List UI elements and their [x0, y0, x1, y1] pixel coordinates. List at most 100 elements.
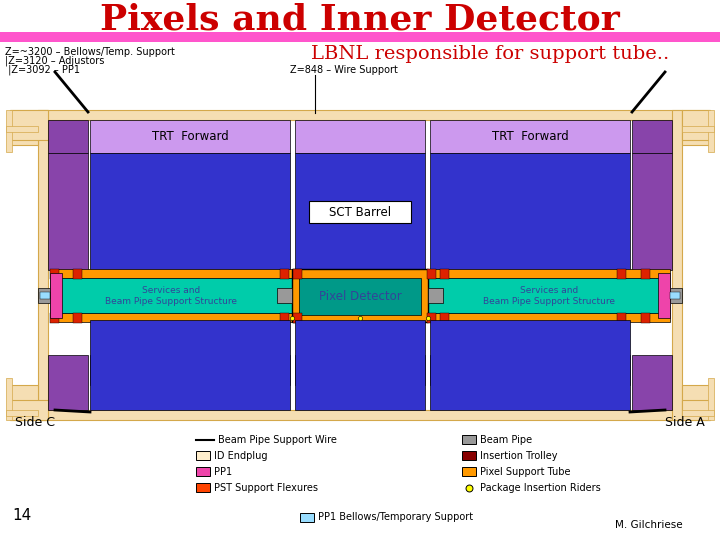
Bar — [682, 110, 710, 140]
Bar — [462, 467, 476, 476]
Bar — [430, 153, 630, 270]
Bar — [10, 385, 38, 420]
Bar — [50, 269, 670, 278]
Bar — [50, 313, 59, 323]
Bar — [90, 355, 290, 385]
Text: PST Support Flexures: PST Support Flexures — [214, 483, 318, 493]
Bar — [430, 355, 630, 385]
Bar — [682, 410, 714, 416]
Bar — [293, 313, 302, 323]
Bar — [295, 120, 425, 153]
Bar — [0, 32, 720, 42]
Bar — [462, 435, 476, 444]
Text: Beam Pipe Support Wire: Beam Pipe Support Wire — [218, 435, 337, 445]
Text: Side A: Side A — [665, 415, 705, 429]
Bar — [428, 278, 670, 313]
Bar — [632, 355, 672, 410]
Bar — [641, 313, 650, 323]
Bar — [38, 110, 682, 120]
Bar — [10, 110, 38, 145]
Bar — [48, 355, 88, 410]
Text: |Z=3120 – Adjustors: |Z=3120 – Adjustors — [5, 56, 104, 66]
Text: Pixels and Inner Detector: Pixels and Inner Detector — [100, 3, 620, 37]
Bar — [300, 513, 314, 522]
Text: Services and
Beam Pipe Support Structure: Services and Beam Pipe Support Structure — [105, 286, 237, 306]
Bar — [50, 278, 292, 313]
Bar — [90, 320, 290, 410]
Bar — [440, 269, 449, 279]
Bar — [40, 292, 50, 299]
Bar — [50, 313, 670, 322]
Bar — [50, 269, 59, 279]
Bar — [427, 313, 436, 323]
Bar — [670, 288, 682, 303]
Bar — [295, 153, 425, 270]
Bar — [50, 273, 62, 318]
Bar — [6, 410, 38, 416]
Text: ID Endplug: ID Endplug — [214, 451, 268, 461]
Text: |Z=3092 – PP1: |Z=3092 – PP1 — [5, 65, 80, 75]
Bar — [295, 355, 425, 385]
Bar — [38, 288, 50, 303]
Text: Z=~3200 – Bellows/Temp. Support: Z=~3200 – Bellows/Temp. Support — [5, 47, 175, 57]
Text: Z=848 – Wire Support: Z=848 – Wire Support — [290, 65, 398, 75]
Text: Side C: Side C — [15, 415, 55, 429]
Bar — [299, 278, 421, 315]
Bar — [73, 313, 82, 323]
Bar — [641, 269, 650, 279]
Bar — [38, 110, 48, 420]
Text: LBNL responsible for support tube..: LBNL responsible for support tube.. — [311, 45, 669, 63]
Bar — [90, 120, 290, 153]
Bar — [632, 120, 672, 153]
Bar — [73, 269, 82, 279]
Bar — [430, 120, 630, 153]
Bar — [617, 313, 626, 323]
Text: Pixel Detector: Pixel Detector — [319, 289, 401, 302]
Text: PP1 Bellows/Temporary Support: PP1 Bellows/Temporary Support — [318, 512, 473, 522]
Bar — [462, 451, 476, 460]
Bar — [293, 269, 302, 279]
Bar — [196, 467, 210, 476]
Text: Insertion Trolley: Insertion Trolley — [480, 451, 557, 461]
Bar — [6, 378, 12, 420]
Bar — [280, 269, 289, 279]
Bar — [708, 378, 714, 420]
Bar — [632, 153, 672, 270]
Bar — [90, 153, 290, 270]
Bar — [682, 110, 710, 145]
Bar — [617, 269, 626, 279]
Text: Beam Pipe: Beam Pipe — [480, 435, 532, 445]
Bar — [196, 451, 210, 460]
Bar — [10, 400, 48, 420]
Bar — [38, 410, 682, 420]
Bar — [295, 320, 425, 410]
Bar — [427, 269, 436, 279]
Bar — [280, 313, 289, 323]
Text: M. Gilchriese: M. Gilchriese — [615, 520, 683, 530]
Bar — [48, 120, 88, 153]
Bar — [682, 400, 710, 420]
Text: Pixel Support Tube: Pixel Support Tube — [480, 467, 570, 477]
FancyBboxPatch shape — [309, 201, 411, 223]
Bar — [292, 269, 428, 322]
Bar — [196, 483, 210, 492]
Bar — [6, 126, 38, 132]
Bar — [682, 126, 714, 132]
Text: 14: 14 — [12, 508, 31, 523]
Bar — [672, 110, 682, 420]
Bar — [440, 313, 449, 323]
Bar — [6, 110, 12, 152]
Bar — [428, 288, 443, 303]
Bar — [658, 273, 670, 318]
Text: TRT  Forward: TRT Forward — [152, 131, 228, 144]
Bar — [10, 110, 48, 140]
Bar — [277, 288, 292, 303]
Bar — [682, 385, 710, 420]
Bar — [430, 320, 630, 410]
Text: Package Insertion Riders: Package Insertion Riders — [480, 483, 600, 493]
Text: TRT  Forward: TRT Forward — [492, 131, 568, 144]
Text: PP1: PP1 — [214, 467, 232, 477]
Text: Services and
Beam Pipe Support Structure: Services and Beam Pipe Support Structure — [483, 286, 615, 306]
Bar — [670, 292, 680, 299]
Bar — [48, 153, 88, 270]
